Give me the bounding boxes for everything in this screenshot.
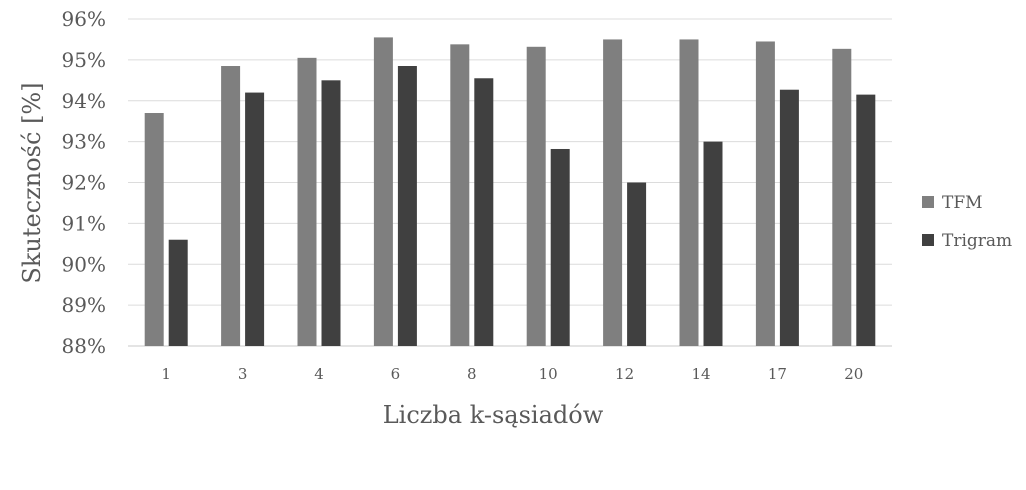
x-tick-label: 3 xyxy=(238,365,248,383)
y-tick-label: 96% xyxy=(62,7,106,31)
x-tick-label: 20 xyxy=(844,365,863,383)
bar-tfm-10 xyxy=(526,46,546,347)
x-tick-label: 1 xyxy=(161,365,171,383)
x-tick-label: 14 xyxy=(691,365,710,383)
bar-trigram-3 xyxy=(245,92,265,346)
bar-tfm-6 xyxy=(373,37,393,347)
x-tick-label: 4 xyxy=(314,365,324,383)
y-axis-ticks: 88% 89% 90% 91% 92% 93% 94% 95% 96% xyxy=(62,7,106,358)
bars xyxy=(144,37,876,347)
y-tick-label: 89% xyxy=(62,293,106,317)
bar-trigram-12 xyxy=(627,182,647,346)
y-tick-label: 88% xyxy=(62,334,106,358)
y-tick-label: 91% xyxy=(62,211,106,235)
x-axis-ticks: 1 3 4 6 8 10 12 14 17 20 xyxy=(161,365,863,383)
bar-tfm-4 xyxy=(297,57,317,347)
y-tick-label: 94% xyxy=(62,89,106,113)
legend-label-trigram: Trigram xyxy=(942,231,1012,251)
x-tick-label: 6 xyxy=(391,365,401,383)
legend-label-tfm: TFM xyxy=(942,193,983,213)
bar-tfm-8 xyxy=(450,44,470,346)
bar-tfm-12 xyxy=(603,39,623,346)
legend: TFM Trigram xyxy=(922,193,1012,251)
legend-swatch-trigram xyxy=(922,234,934,246)
bar-tfm-20 xyxy=(832,48,852,347)
bar-trigram-4 xyxy=(321,80,341,346)
x-axis-title: Liczba k-sąsiadów xyxy=(383,401,604,429)
bar-tfm-14 xyxy=(679,39,699,346)
x-tick-label: 12 xyxy=(615,365,634,383)
bar-trigram-20 xyxy=(856,94,876,347)
bar-trigram-14 xyxy=(703,141,723,346)
legend-swatch-tfm xyxy=(922,196,934,208)
x-tick-label: 17 xyxy=(768,365,787,383)
x-tick-label: 10 xyxy=(539,365,558,383)
y-tick-label: 93% xyxy=(62,130,106,154)
y-tick-label: 92% xyxy=(62,171,106,195)
gridlines xyxy=(128,18,892,347)
y-tick-label: 90% xyxy=(62,252,106,276)
bar-trigram-17 xyxy=(779,89,799,347)
x-tick-label: 8 xyxy=(467,365,477,383)
bar-tfm-1 xyxy=(144,113,164,346)
bar-trigram-6 xyxy=(397,66,417,346)
bar-trigram-8 xyxy=(474,78,494,347)
bar-trigram-10 xyxy=(550,148,570,346)
bar-trigram-1 xyxy=(168,239,188,346)
bar-tfm-17 xyxy=(755,41,775,346)
bar-tfm-3 xyxy=(221,66,241,346)
y-axis-title: Skuteczność [%] xyxy=(18,82,46,283)
y-tick-label: 95% xyxy=(62,48,106,72)
